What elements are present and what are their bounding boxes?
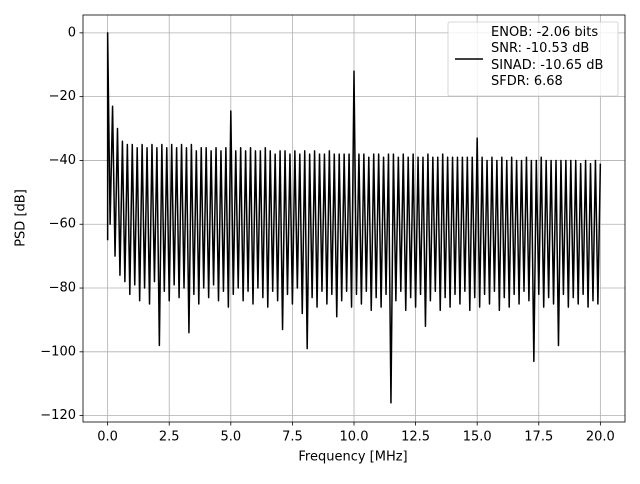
y-tick-label: −80 [49, 281, 76, 296]
legend-label: ENOB: -2.06 bits SNR: -10.53 dB SINAD: -… [491, 25, 604, 89]
x-axis-label: Frequency [MHz] [298, 450, 407, 465]
plot-frame [82, 14, 626, 423]
y-tick-label: −100 [40, 344, 76, 359]
y-tick-label: −120 [40, 408, 76, 423]
x-tick-label: 2.5 [159, 430, 180, 445]
y-tick-label: −20 [49, 89, 76, 104]
x-tick-label: 17.5 [524, 430, 553, 445]
y-tick-label: −60 [49, 217, 76, 232]
x-tick-label: 7.5 [282, 430, 303, 445]
y-axis-label: PSD [dB] [14, 189, 29, 247]
y-tick-label: 0 [68, 25, 76, 40]
x-tick-label: 20.0 [586, 430, 615, 445]
series-line [106, 32, 602, 404]
x-tick-label: 5.0 [220, 430, 241, 445]
x-tick-label: 10.0 [340, 430, 369, 445]
x-tick-label: 0.0 [97, 430, 118, 445]
x-tick-label: 12.5 [401, 430, 430, 445]
y-tick-label: −40 [49, 153, 76, 168]
legend-box [447, 21, 619, 97]
x-tick-label: 15.0 [463, 430, 492, 445]
